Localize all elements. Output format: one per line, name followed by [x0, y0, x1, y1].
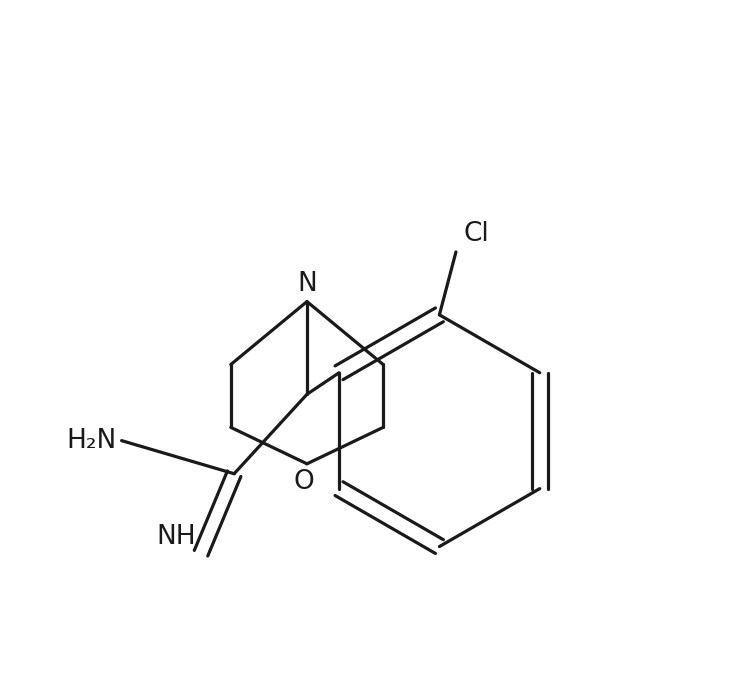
Text: H₂N: H₂N	[66, 428, 116, 454]
Text: O: O	[293, 469, 314, 495]
Text: N: N	[297, 271, 317, 297]
Text: NH: NH	[156, 524, 196, 550]
Text: Cl: Cl	[464, 220, 489, 247]
